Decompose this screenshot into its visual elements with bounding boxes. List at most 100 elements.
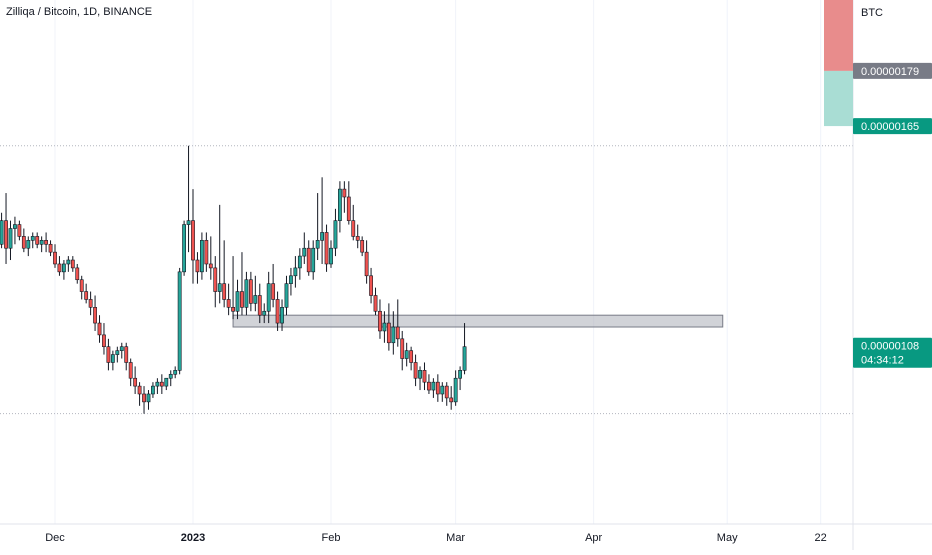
candle-body [226, 299, 231, 308]
candle-body [173, 370, 178, 375]
candle-body [449, 397, 454, 403]
candle-body [453, 377, 458, 403]
candle-body [418, 370, 422, 379]
x-tick-label: Feb [322, 532, 341, 544]
candle-body [186, 220, 191, 225]
candle-body [84, 291, 89, 300]
candle-body [409, 350, 414, 363]
candle-body [168, 373, 173, 379]
candle-body [435, 381, 440, 395]
current-price-tag [853, 337, 932, 368]
position-target-zone [824, 70, 853, 127]
candle-body [378, 310, 382, 332]
candle-body [364, 251, 369, 277]
candle-body [128, 362, 133, 379]
candle-body [297, 255, 302, 269]
candle-body [53, 251, 57, 265]
candle-body [302, 247, 307, 257]
x-tick-label: Mar [446, 532, 465, 544]
candle-body [191, 220, 195, 261]
chart-title: Zilliqa / Bitcoin, 1D, BINANCE [6, 6, 153, 18]
candle-body [133, 377, 138, 387]
candle-body [391, 326, 396, 344]
x-tick-label: 2023 [181, 532, 205, 544]
candle-body [115, 350, 120, 355]
candle-body [235, 291, 240, 312]
candle-body [13, 224, 17, 229]
candle-body [351, 220, 356, 237]
candle-body [217, 283, 222, 292]
candle-body [422, 370, 427, 383]
candle-body [413, 362, 418, 379]
stop-price-label: 0.00000179 [861, 66, 919, 78]
candle-body [440, 385, 445, 395]
candle-body [4, 220, 8, 249]
candle-body [39, 240, 44, 245]
candle-body [75, 267, 80, 281]
candle-body [119, 346, 124, 351]
candle-body [57, 263, 62, 273]
candle-body [35, 236, 40, 245]
candle-body [66, 259, 71, 265]
candle-body [289, 275, 293, 284]
x-tick-label: May [717, 532, 738, 544]
candle-body [30, 236, 35, 241]
candle-body [182, 224, 186, 273]
candle-body [355, 236, 360, 241]
candle-body [431, 381, 436, 391]
candle-body [213, 267, 218, 292]
candle-body [124, 346, 129, 363]
candle-body [271, 283, 276, 300]
candle-body [346, 196, 351, 221]
candle-body [329, 247, 333, 265]
x-tick-label: Apr [585, 532, 602, 544]
candle-body [208, 263, 213, 269]
candle-body [275, 299, 280, 324]
candle-body [280, 307, 284, 324]
candle-body [404, 350, 409, 359]
candle-body [231, 307, 235, 312]
candle-body [97, 322, 102, 336]
candle-body [240, 291, 244, 308]
candle-body [462, 346, 467, 371]
candle-body [93, 307, 97, 324]
candle-body [311, 247, 316, 273]
candle-body [48, 243, 53, 253]
candle-body [159, 381, 164, 387]
x-tick-label: 22 [815, 532, 827, 544]
candle-body [369, 275, 373, 296]
candle-body [315, 240, 320, 249]
candle-body [266, 283, 271, 312]
candle-body [284, 283, 289, 308]
candle-body [177, 271, 182, 371]
candle-body [333, 220, 338, 249]
candle-body [137, 385, 142, 395]
candle-body [373, 295, 378, 312]
position-stop-zone [824, 0, 853, 71]
stop-price-tag [853, 62, 932, 79]
candle-body [142, 393, 146, 403]
candle-body [17, 224, 22, 237]
candle-body [106, 346, 111, 363]
candle-body [386, 322, 391, 344]
candle-body [79, 279, 84, 292]
candle-body [88, 299, 93, 308]
candle-body [458, 370, 462, 379]
candle-body [244, 279, 249, 308]
candle-body [257, 295, 262, 316]
candle-body [293, 267, 298, 277]
entry-price-label: 0.00000165 [861, 121, 919, 133]
candle-body [382, 322, 387, 332]
x-tick-label: Dec [45, 532, 65, 544]
candle-body [248, 279, 253, 304]
candle-body [360, 240, 365, 253]
candle-body [0, 220, 4, 245]
candle-body [62, 263, 66, 273]
candle-body [164, 377, 169, 387]
candle-body [200, 240, 204, 273]
candle-body [8, 228, 13, 249]
candle-body [110, 354, 115, 363]
candle-body [427, 381, 431, 391]
